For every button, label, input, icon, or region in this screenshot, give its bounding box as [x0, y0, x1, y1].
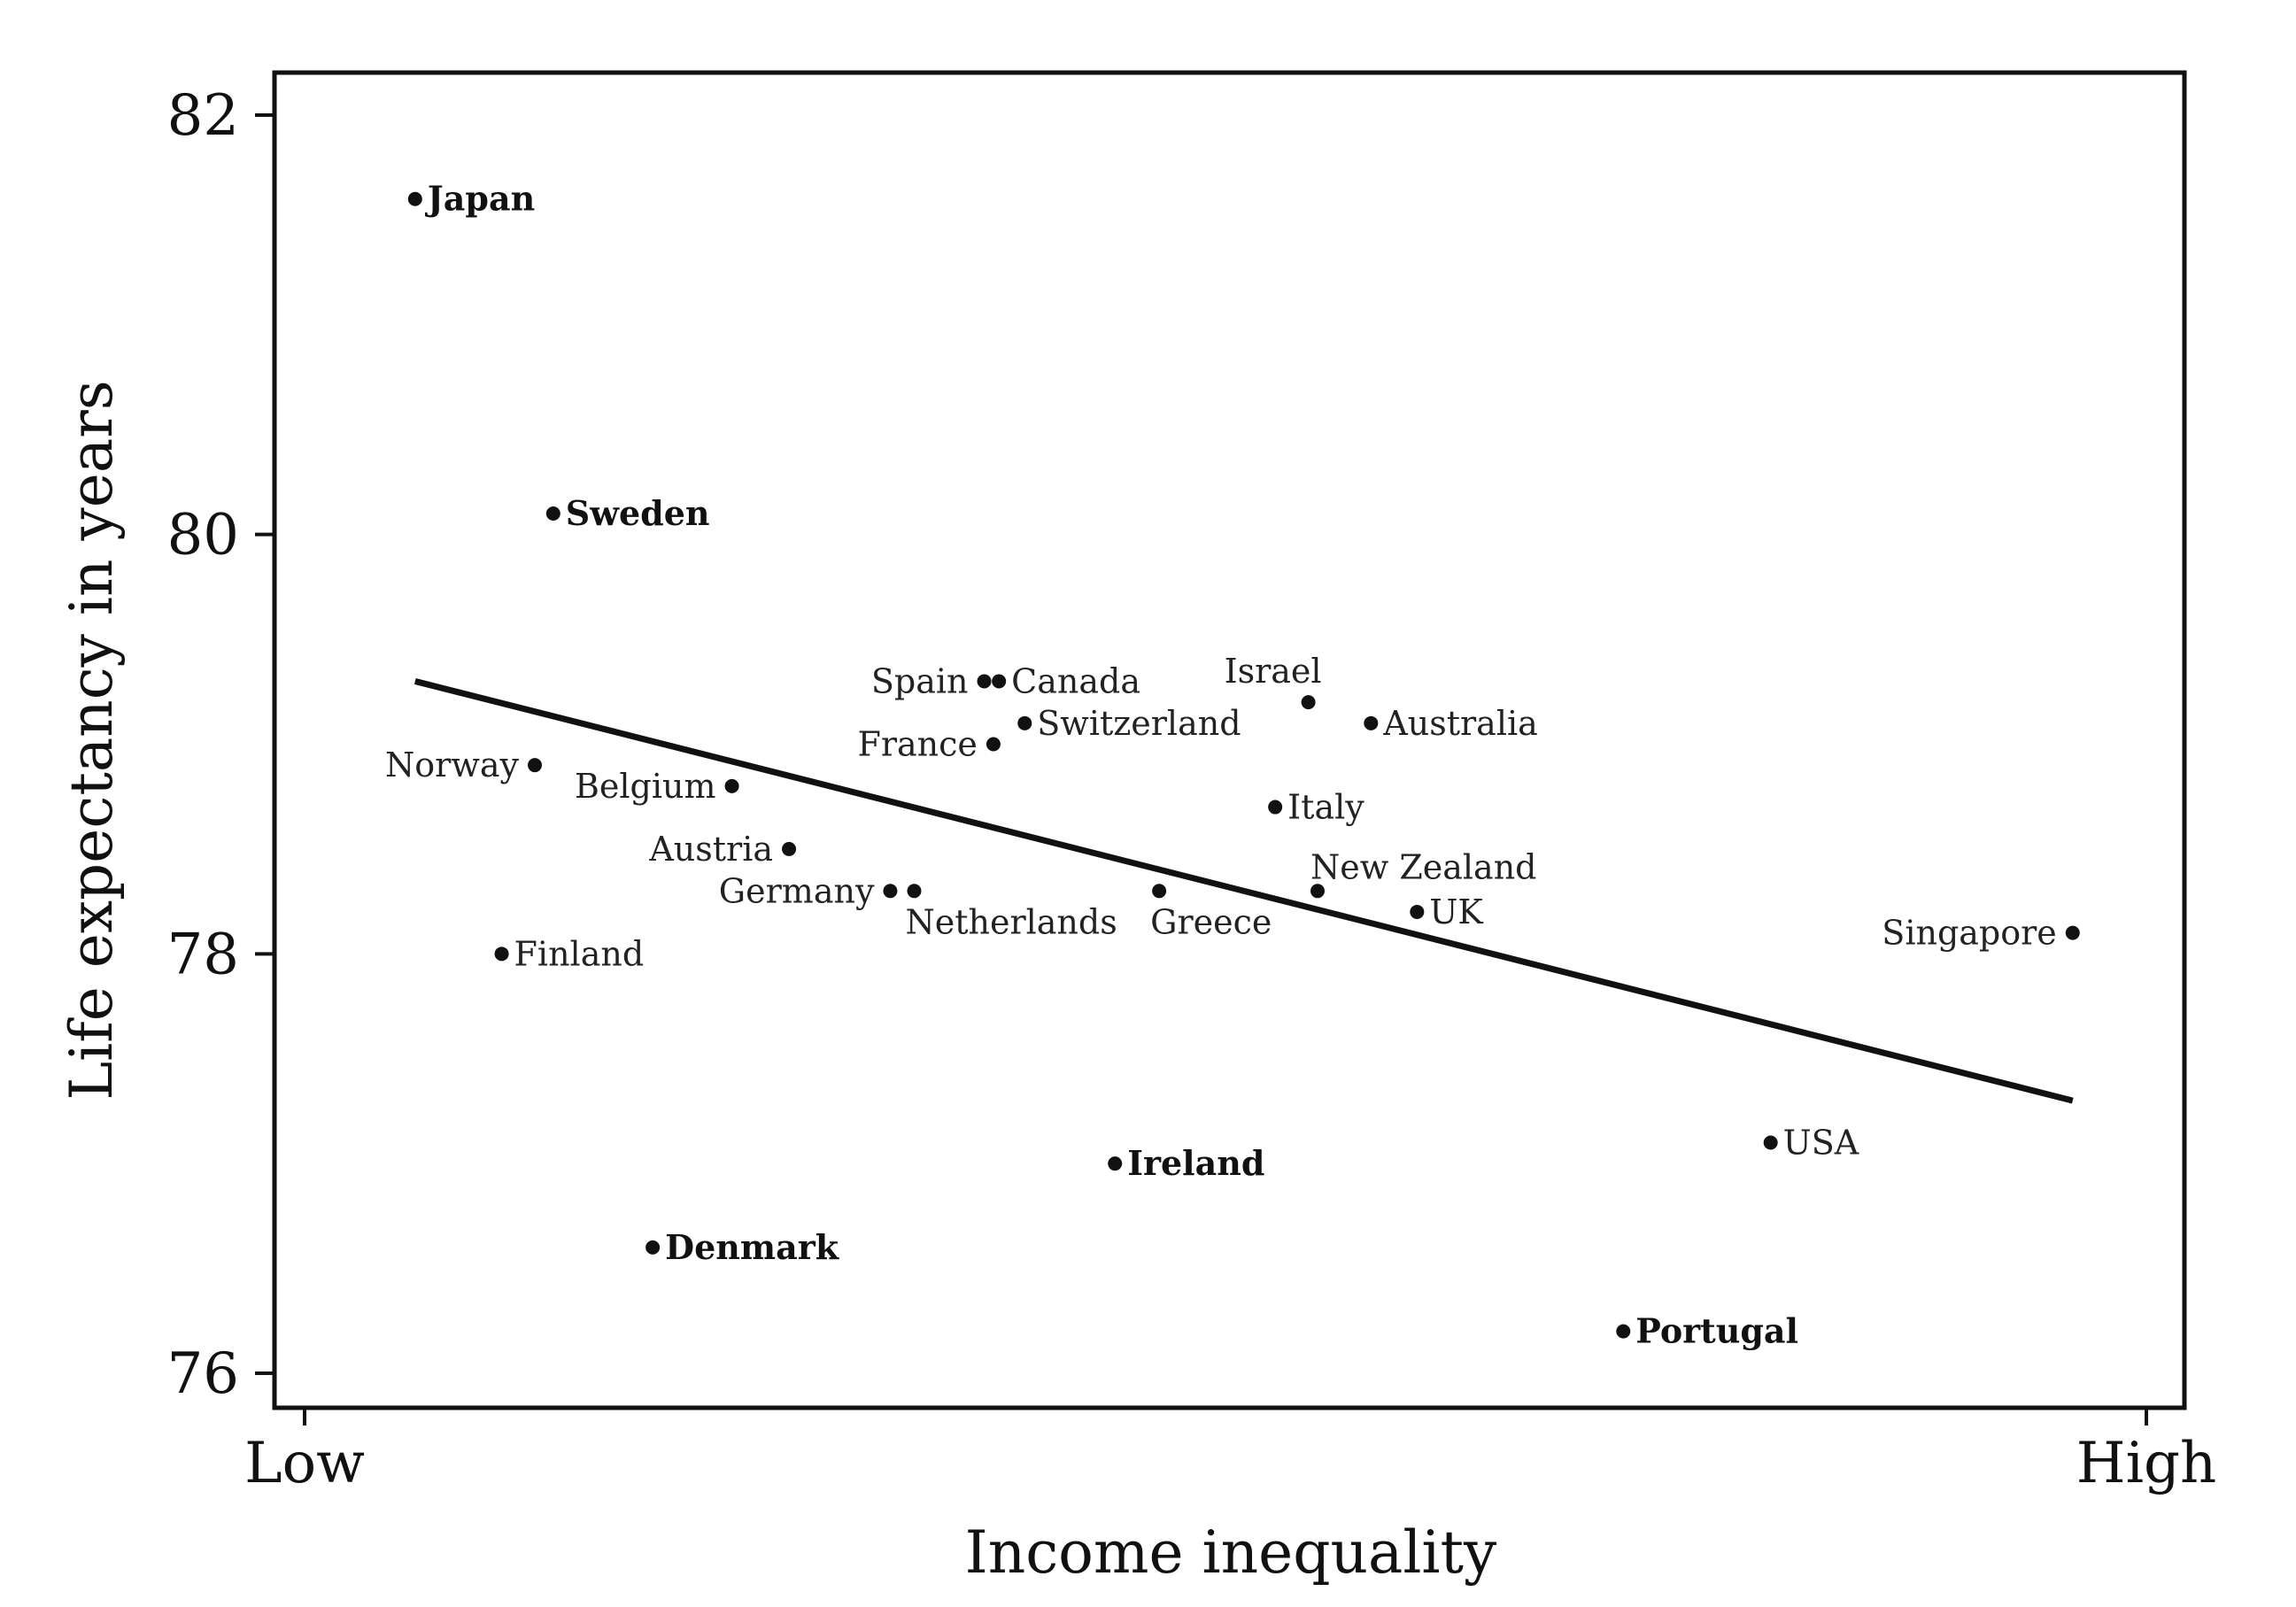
point-label-usa: USA: [1783, 1123, 1859, 1162]
point-label-germany: Germany: [719, 871, 875, 910]
point-label-austria: Austria: [648, 830, 773, 869]
point-label-greece: Greece: [1150, 902, 1272, 941]
point-belgium: [724, 778, 739, 793]
point-label-israel: Israel: [1225, 652, 1322, 691]
point-label-finland: Finland: [514, 934, 645, 973]
point-finland: [494, 946, 509, 962]
point-label-ireland: Ireland: [1127, 1143, 1264, 1183]
point-new-zealand: [1310, 884, 1325, 899]
y-axis: 76 78 80 82: [167, 83, 274, 1407]
point-label-canada: Canada: [1011, 661, 1140, 700]
point-portugal: [1616, 1324, 1631, 1339]
point-austria: [782, 841, 797, 856]
y-axis-title: Life expectancy in years: [58, 380, 126, 1100]
point-germany: [883, 884, 898, 899]
point-greece: [1152, 884, 1167, 899]
x-axis: Low High: [244, 1408, 2216, 1496]
point-sweden: [545, 506, 560, 521]
point-label-australia: Australia: [1382, 704, 1537, 743]
point-usa: [1763, 1135, 1778, 1150]
point-ireland: [1108, 1156, 1123, 1171]
data-points: Japan Sweden Norway Finland Belgium Austria De…: [385, 179, 2080, 1351]
point-spain: [977, 674, 992, 689]
point-label-japan: Japan: [425, 179, 535, 219]
point-label-france: France: [857, 725, 977, 764]
x-tick-label: High: [2076, 1431, 2216, 1496]
point-label-belgium: Belgium: [575, 767, 716, 806]
point-israel: [1301, 695, 1316, 710]
point-norway: [528, 758, 542, 773]
point-uk: [1410, 904, 1425, 919]
point-denmark: [646, 1240, 661, 1255]
x-axis-title: Income inequality: [965, 1518, 1497, 1587]
point-france: [986, 737, 1001, 752]
point-canada: [992, 674, 1007, 689]
y-tick-label: 80: [167, 503, 239, 568]
point-label-new-zealand: New Zealand: [1310, 847, 1537, 886]
y-tick-label: 78: [167, 922, 239, 987]
x-tick-label: Low: [244, 1431, 365, 1496]
point-singapore: [2065, 925, 2080, 940]
point-label-uk: UK: [1429, 892, 1483, 931]
point-netherlands: [907, 884, 922, 899]
point-label-denmark: Denmark: [665, 1227, 839, 1267]
y-tick-label: 76: [167, 1341, 239, 1407]
point-australia: [1364, 715, 1379, 730]
point-label-switzerland: Switzerland: [1037, 704, 1241, 743]
point-label-sweden: Sweden: [566, 493, 710, 533]
trend-line: [414, 678, 2074, 1104]
point-label-singapore: Singapore: [1882, 914, 2057, 953]
point-italy: [1268, 800, 1283, 815]
point-japan: [407, 191, 422, 206]
point-label-netherlands: Netherlands: [905, 902, 1117, 941]
point-label-portugal: Portugal: [1635, 1311, 1798, 1351]
point-label-italy: Italy: [1287, 788, 1364, 827]
plot-frame: [272, 70, 2187, 1410]
point-label-spain: Spain: [871, 661, 969, 700]
y-tick-label: 82: [167, 83, 239, 149]
point-switzerland: [1017, 715, 1032, 730]
point-label-norway: Norway: [385, 746, 519, 784]
